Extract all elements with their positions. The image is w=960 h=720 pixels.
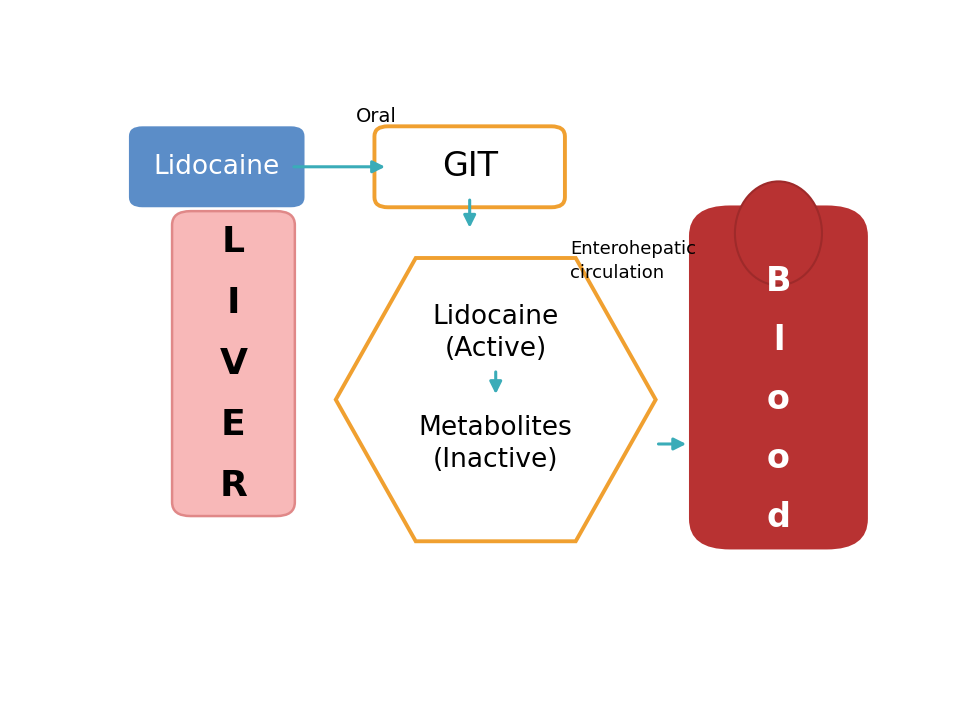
Ellipse shape [735, 181, 822, 285]
Text: Metabolites
(Inactive): Metabolites (Inactive) [419, 415, 572, 473]
Text: B
l
o
o
d: B l o o d [766, 265, 791, 534]
Polygon shape [336, 258, 656, 541]
FancyBboxPatch shape [129, 126, 304, 207]
Text: Oral: Oral [356, 107, 397, 127]
Text: Lidocaine: Lidocaine [154, 154, 280, 180]
Text: L
I
V
E
R: L I V E R [220, 225, 248, 503]
Text: GIT: GIT [442, 150, 497, 184]
Text: Enterohepatic
circulation: Enterohepatic circulation [570, 240, 696, 282]
FancyBboxPatch shape [172, 211, 295, 516]
FancyBboxPatch shape [689, 205, 868, 549]
Text: Lidocaine
(Active): Lidocaine (Active) [433, 304, 559, 362]
FancyBboxPatch shape [374, 126, 564, 207]
